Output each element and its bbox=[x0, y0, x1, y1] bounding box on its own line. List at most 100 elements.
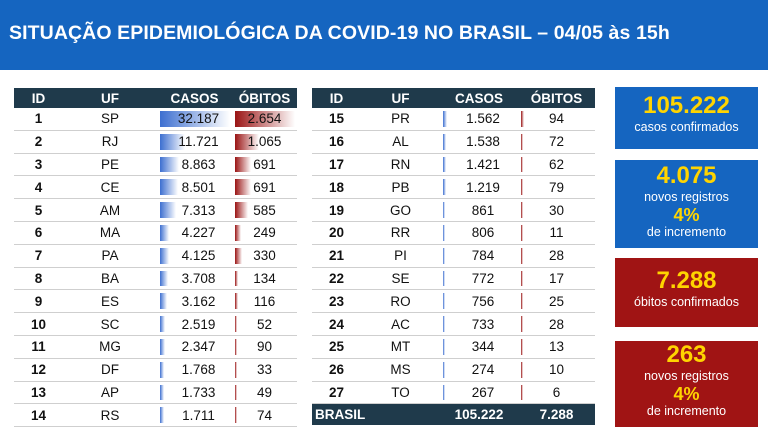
cell-casos: 267 bbox=[440, 381, 518, 405]
card-total-cases: 105.222 casos confirmados bbox=[615, 87, 758, 149]
card-value: 263 bbox=[666, 341, 707, 368]
cell-uf: RR bbox=[361, 221, 440, 245]
cell-uf: MG bbox=[63, 335, 157, 359]
cell-id: 21 bbox=[312, 244, 361, 268]
cell-obitos: 6 bbox=[518, 381, 595, 405]
obitos-bar bbox=[235, 111, 295, 127]
cell-casos: 772 bbox=[440, 267, 518, 291]
cell-casos: 4.227 bbox=[157, 221, 232, 245]
table-row: 4 CE 8.501 691 bbox=[14, 175, 297, 200]
cell-id: 26 bbox=[312, 358, 361, 382]
cell-obitos: 25 bbox=[518, 289, 595, 314]
cell-casos: 1.733 bbox=[157, 381, 232, 405]
casos-value: 772 bbox=[471, 270, 495, 286]
casos-bar bbox=[443, 224, 445, 241]
header-banner: SITUAÇÃO EPIDEMIOLÓGICA DA COVID-19 NO B… bbox=[0, 0, 768, 70]
casos-bar bbox=[443, 270, 445, 287]
cell-id: 9 bbox=[14, 289, 63, 314]
states-table-right: ID UF CASOS ÓBITOS 15 PR 1.562 94 16 AL 1.538 7… bbox=[312, 88, 595, 426]
obitos-value: 1.065 bbox=[247, 134, 282, 150]
table-row: 7 PA 4.125 330 bbox=[14, 244, 297, 268]
cell-casos: 3.162 bbox=[157, 289, 232, 314]
col-header-uf: UF bbox=[361, 88, 440, 108]
cell-uf: RN bbox=[361, 153, 440, 177]
cell-id: 15 bbox=[312, 108, 361, 131]
casos-value: 784 bbox=[471, 248, 495, 264]
cell-id: 1 bbox=[14, 108, 63, 131]
cell-uf: PR bbox=[361, 108, 440, 131]
cell-uf: RO bbox=[361, 289, 440, 314]
cell-id: 20 bbox=[312, 221, 361, 245]
cell-uf: PB bbox=[361, 175, 440, 200]
cell-id: 19 bbox=[312, 198, 361, 222]
cell-obitos: 33 bbox=[232, 358, 297, 382]
cell-id: 23 bbox=[312, 289, 361, 314]
cell-obitos: 62 bbox=[518, 153, 595, 177]
cell-id: 22 bbox=[312, 267, 361, 291]
cell-id: 3 bbox=[14, 153, 63, 177]
states-table-left: ID UF CASOS ÓBITOS 1 SP 32.187 2.654 2 RJ 11.7… bbox=[14, 88, 297, 428]
cell-uf: RS bbox=[63, 403, 157, 428]
cell-obitos: 249 bbox=[232, 221, 297, 245]
cell-obitos: 11 bbox=[518, 221, 595, 245]
casos-bar bbox=[160, 179, 179, 196]
casos-value: 733 bbox=[471, 316, 495, 332]
cell-obitos: 691 bbox=[232, 175, 297, 200]
card-label-increment: de incremento bbox=[646, 404, 727, 418]
obitos-bar bbox=[521, 293, 523, 310]
obitos-bar bbox=[235, 224, 241, 241]
cell-casos: 7.313 bbox=[157, 198, 232, 222]
cell-uf: DF bbox=[63, 358, 157, 382]
casos-value: 8.863 bbox=[181, 156, 216, 172]
obitos-value: 25 bbox=[548, 293, 565, 309]
cell-obitos: 691 bbox=[232, 153, 297, 177]
casos-bar bbox=[160, 361, 164, 378]
casos-bar bbox=[160, 293, 167, 310]
col-header-casos: CASOS bbox=[440, 88, 518, 108]
table-row: 21 PI 784 28 bbox=[312, 244, 595, 268]
total-label: BRASIL bbox=[312, 403, 440, 426]
total-row: BRASIL 105.222 7.288 bbox=[312, 403, 595, 426]
table-row: 2 RJ 11.721 1.065 bbox=[14, 130, 297, 154]
table-row: 20 RR 806 11 bbox=[312, 221, 595, 245]
table-row: 13 AP 1.733 49 bbox=[14, 381, 297, 405]
cell-casos: 1.538 bbox=[440, 130, 518, 154]
casos-value: 861 bbox=[471, 202, 495, 218]
obitos-bar bbox=[235, 179, 251, 196]
casos-bar bbox=[160, 384, 164, 401]
cell-uf: SE bbox=[361, 267, 440, 291]
cell-obitos: 72 bbox=[518, 130, 595, 154]
cell-casos: 4.125 bbox=[157, 244, 232, 268]
obitos-value: 79 bbox=[548, 179, 565, 195]
col-header-casos: CASOS bbox=[157, 88, 232, 108]
cell-id: 13 bbox=[14, 381, 63, 405]
table-row: 14 RS 1.711 74 bbox=[14, 403, 297, 428]
cell-uf: BA bbox=[63, 267, 157, 291]
obitos-bar bbox=[235, 407, 237, 424]
cell-casos: 1.711 bbox=[157, 403, 232, 428]
card-new-deaths: 263 novos registros 4% de incremento bbox=[615, 341, 758, 427]
casos-bar bbox=[160, 270, 169, 287]
casos-bar bbox=[160, 224, 170, 241]
casos-value: 8.501 bbox=[181, 179, 216, 195]
cell-casos: 861 bbox=[440, 198, 518, 222]
cell-obitos: 49 bbox=[232, 381, 297, 405]
cell-casos: 11.721 bbox=[157, 130, 232, 154]
obitos-value: 691 bbox=[253, 179, 276, 195]
card-value: 7.288 bbox=[656, 267, 717, 294]
cell-casos: 8.501 bbox=[157, 175, 232, 200]
table-row: 16 AL 1.538 72 bbox=[312, 130, 595, 154]
obitos-bar bbox=[235, 202, 249, 218]
table-row: 15 PR 1.562 94 bbox=[312, 108, 595, 131]
col-header-id: ID bbox=[312, 88, 361, 108]
page-title: SITUAÇÃO EPIDEMIOLÓGICA DA COVID-19 NO B… bbox=[9, 22, 670, 44]
card-percent: 4% bbox=[673, 205, 700, 225]
casos-bar bbox=[443, 247, 445, 264]
cell-id: 14 bbox=[14, 403, 63, 428]
table-row: 24 AC 733 28 bbox=[312, 312, 595, 336]
obitos-bar bbox=[235, 361, 237, 378]
cell-obitos: 2.654 bbox=[232, 108, 297, 131]
obitos-value: 116 bbox=[253, 293, 276, 309]
cell-uf: ES bbox=[63, 289, 157, 314]
obitos-value: 17 bbox=[548, 270, 565, 286]
